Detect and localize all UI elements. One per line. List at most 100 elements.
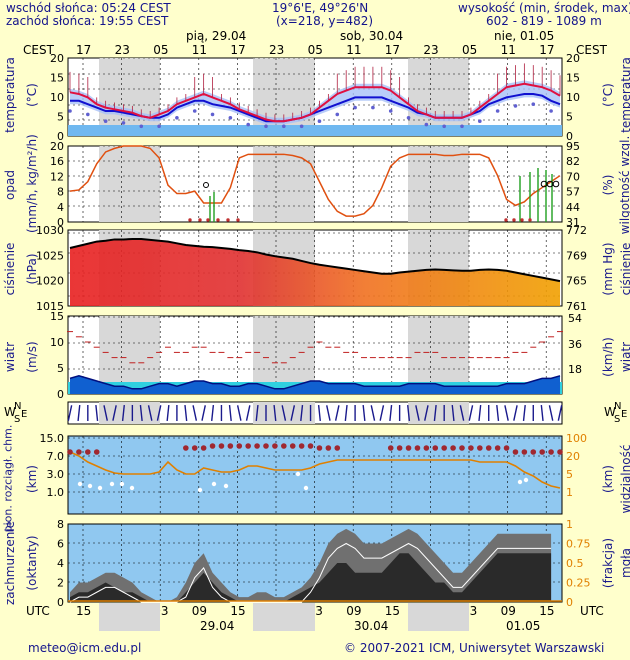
wind-arrow-48: [496, 405, 500, 421]
cloudbase-dot-26: [298, 443, 305, 449]
temp-dot-28: [317, 119, 322, 123]
panel-wind-tick-l-3: 0: [57, 388, 64, 401]
wind-right-tick-0: 54: [568, 312, 582, 325]
temp-dot-38: [406, 116, 411, 120]
bottom-tz-left: UTC: [26, 604, 50, 618]
wind-arrow-45: [468, 405, 474, 421]
cloudbase-dot-52: [530, 449, 537, 455]
panel-cloud-tick-r-1: 0.75: [566, 538, 591, 551]
top-hour-8: 17: [384, 43, 401, 57]
panel-temp-tick-r-4: 0: [566, 130, 573, 143]
coords-text: 19°6'E, 49°26'N: [272, 1, 369, 15]
panel-precip-night-2: [408, 146, 469, 222]
footer-email[interactable]: meteo@icm.edu.pl: [28, 641, 142, 655]
cloudbase-dot-15: [200, 445, 207, 451]
wind-arrow-24: [281, 405, 287, 421]
panel-vis-tick-r-0: 100: [566, 432, 587, 445]
wind-arrow-15: [201, 405, 206, 421]
wind-arrow-25: [290, 405, 296, 421]
panel-precip-tick-l-1: 16: [50, 155, 64, 168]
bottom-night-0: [99, 603, 160, 631]
temp-dot-32: [353, 105, 357, 110]
top-date-2: sob, 30.04: [340, 29, 404, 43]
compass-n-right: N: [614, 401, 622, 412]
panel-precip-tick-r-0: 95: [566, 140, 580, 153]
wind-arrow-26: [300, 405, 304, 421]
temp-dot-0: [68, 109, 72, 113]
panel-vis-tick-l-0: 15.0: [40, 432, 65, 445]
cloudbase-dot-30: [334, 445, 341, 451]
vis-white-dot-2: [97, 485, 103, 491]
temp-dot-54: [549, 109, 553, 113]
wind-arrow-10: [156, 405, 162, 421]
panel-cloud-tick-r-2: 0.5: [566, 557, 584, 570]
cloudbase-dot-50: [512, 449, 519, 455]
bottom-date-1: 29.04: [200, 619, 235, 633]
top-hour-2: 05: [153, 43, 169, 57]
wind-arrow-29: [326, 405, 331, 421]
vis-white-dot-8: [223, 483, 229, 489]
panel-wind-night-2: [408, 316, 469, 394]
cloudbase-dot-49: [503, 445, 510, 451]
panel-cloud-tick-r-0: 1: [566, 518, 573, 531]
panel-temp-tick-l-3: 5: [57, 111, 64, 124]
wind-mean-area: [70, 375, 560, 394]
visibility-line: [69, 451, 561, 489]
wind-arrow-31: [344, 405, 348, 421]
cloudbase-dot-29: [325, 445, 332, 451]
cloudbase-dot-22: [263, 443, 269, 449]
temp-dot-4: [103, 119, 108, 123]
panel-vis-tick-r-2: 5: [566, 468, 573, 481]
temp-dot-18: [228, 116, 233, 120]
wind-arrow-1: [77, 405, 81, 421]
panel-wind-tick-l-1: 10: [50, 336, 64, 349]
wind-right-tick-2: 18: [568, 363, 582, 376]
vis-white-dot-10: [303, 485, 309, 491]
panel-temp-tick-r-1: 15: [566, 72, 580, 85]
precip-dot-4: [226, 218, 230, 222]
vis-white-dot-12: [523, 477, 529, 483]
panel-vis-tick-l-3: 1.0: [47, 486, 65, 499]
wind-arrow-39: [415, 405, 420, 421]
temp-dot-24: [282, 124, 286, 129]
wind-mean-line: [69, 375, 561, 390]
wind-arrow-0: [67, 405, 73, 421]
wind-arrow-30: [334, 405, 340, 421]
temp-dot-6: [121, 121, 126, 125]
cloudbase-dot-20: [245, 443, 251, 449]
vis-white-dot-0: [77, 481, 83, 487]
wind-arrow-20: [245, 405, 251, 421]
compass-w-left: W: [4, 405, 16, 419]
temp-dot-42: [442, 124, 446, 129]
vis-white-dot-4: [119, 481, 125, 487]
cloudbase-dot-18: [227, 443, 234, 449]
cloudbase-dot-41: [432, 445, 439, 451]
panel-pressure-tick-r-3: 761: [566, 300, 587, 313]
temperature-line: [69, 82, 561, 123]
compass-s-left: S: [14, 414, 21, 425]
elevation-values: 602 - 819 - 1089 m: [486, 14, 602, 28]
cloudbase-dot-2: [85, 449, 91, 455]
panel-precip-night-0: [99, 146, 160, 222]
panel-cloud-tick-l-0: 8: [57, 518, 64, 531]
temp-dot-26: [299, 124, 304, 129]
compass-n-left: N: [14, 401, 22, 412]
cloudbase-dot-17: [218, 443, 225, 449]
panel-temp-tick-l-4: 0: [57, 130, 64, 143]
cloudbase-dot-19: [236, 443, 243, 449]
panel-vis-tick-r-3: 1: [566, 486, 573, 499]
top-hour-5: 23: [269, 43, 285, 57]
wind-arrow-18: [228, 405, 232, 421]
wind-arrow-40: [424, 405, 429, 421]
panel-cloud-tick-l-1: 6: [57, 538, 64, 551]
grid-text: (x=218, y=482): [276, 14, 374, 28]
temp-dot-30: [335, 112, 340, 117]
panel-pressure-tick-l-2: 1020: [36, 275, 64, 288]
precip-dot-9: [528, 218, 532, 222]
panel-pressure-tick-l-0: 1030: [36, 224, 64, 237]
bottom-hour-7: 09: [346, 604, 362, 618]
panel-precip-tick-r-2: 70: [566, 170, 580, 183]
vis-white-dot-6: [197, 487, 203, 493]
humidity-line: [69, 145, 561, 217]
temp-dot-52: [531, 102, 536, 106]
